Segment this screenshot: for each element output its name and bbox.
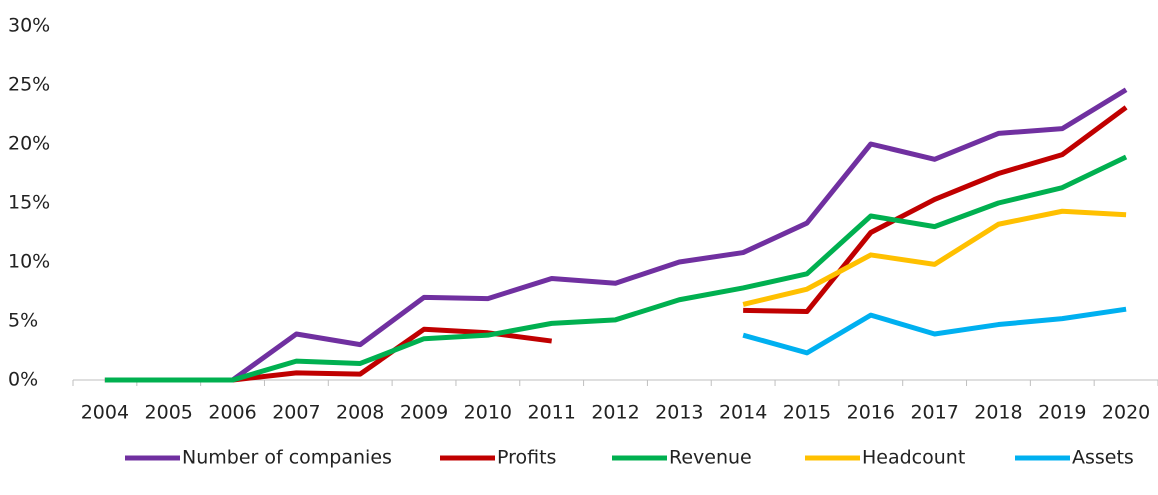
- x-tick-label: 2017: [910, 402, 958, 424]
- x-tick-label: 2009: [400, 402, 448, 424]
- series-line: [104, 87, 1128, 383]
- y-tick-label: 0%: [8, 369, 38, 391]
- x-tick-label: 2012: [591, 402, 639, 424]
- legend-label: Number of companies: [182, 447, 392, 469]
- legend-label: Profits: [497, 447, 556, 469]
- series-line: [742, 208, 1127, 307]
- x-tick-label: 2005: [145, 402, 193, 424]
- x-tick-label: 2016: [847, 402, 895, 424]
- y-tick-label: 5%: [8, 310, 38, 332]
- x-tick-label: 2007: [272, 402, 320, 424]
- series-line: [104, 154, 1128, 383]
- x-tick-label: 2004: [81, 402, 129, 424]
- x-tick-label: 2020: [1102, 402, 1150, 424]
- x-tick-label: 2018: [974, 402, 1022, 424]
- y-tick-label: 10%: [8, 251, 50, 273]
- y-tick-label: 20%: [8, 133, 50, 155]
- x-tick-label: 2014: [719, 402, 767, 424]
- x-tick-label: 2019: [1038, 402, 1086, 424]
- x-tick-label: 2013: [655, 402, 703, 424]
- legend-label: Headcount: [862, 447, 965, 469]
- x-tick-label: 2015: [783, 402, 831, 424]
- x-tick-label: 2008: [336, 402, 384, 424]
- y-tick-label: 30%: [8, 15, 50, 37]
- x-tick-label: 2006: [208, 402, 256, 424]
- x-tick-label: 2011: [527, 402, 575, 424]
- x-tick-label: 2010: [464, 402, 512, 424]
- y-tick-label: 25%: [8, 74, 50, 96]
- legend-label: Revenue: [669, 447, 752, 469]
- series-line: [742, 306, 1127, 356]
- y-tick-label: 15%: [8, 192, 50, 214]
- series-line: [104, 105, 1128, 383]
- legend-label: Assets: [1072, 447, 1134, 469]
